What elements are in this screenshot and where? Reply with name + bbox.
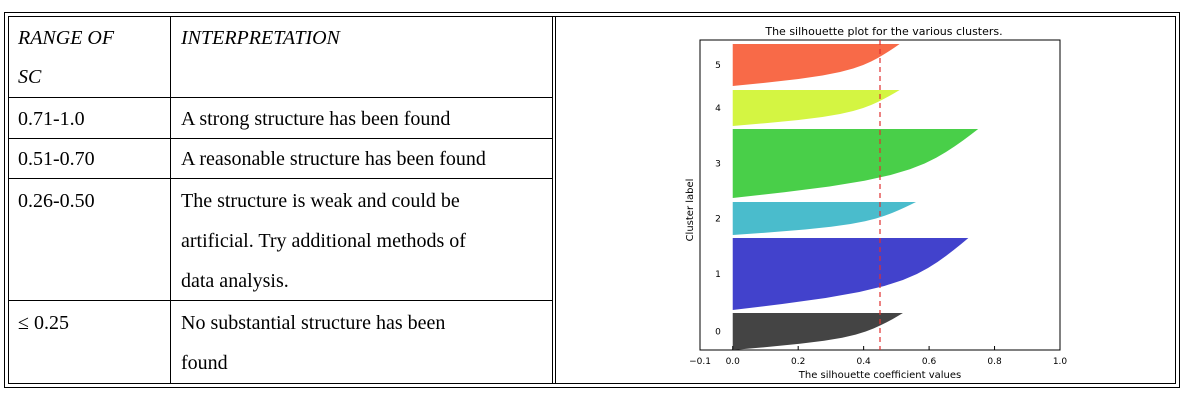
header-range-line2: SC (18, 66, 42, 88)
outer-border (4, 12, 1180, 388)
range-cell-4: ≤ 0.25 (18, 312, 69, 334)
chart-ylabel: Cluster label (685, 179, 696, 242)
x-tick-label: 1.0 (1053, 357, 1068, 367)
interpretation-cell-4-line1: No substantial structure has been (181, 312, 446, 334)
header-range-line1: RANGE OF (18, 27, 115, 49)
inner-border (8, 16, 1176, 384)
row-divider-2 (8, 138, 553, 139)
silhouette-chart: The silhouette plot for the various clus… (660, 20, 1080, 382)
row-divider-4 (8, 300, 553, 301)
table-divider-col2b (555, 16, 556, 384)
x-tick-label: 0.6 (922, 357, 937, 367)
cluster-label-0: 0 (715, 328, 721, 338)
cluster-band-5 (732, 44, 900, 86)
interpretation-cell-3-line2: artificial. Try additional methods of (181, 230, 466, 252)
interpretation-cell-2: A reasonable structure has been found (181, 148, 486, 170)
cluster-label-1: 1 (715, 270, 721, 280)
row-divider-3 (8, 178, 553, 179)
x-tick-label: 0.8 (987, 357, 1002, 367)
interpretation-cell-1: A strong structure has been found (181, 108, 451, 130)
cluster-label-2: 2 (715, 215, 721, 225)
cluster-band-3 (732, 129, 979, 198)
plot-area: 0 1 2 3 4 5 −0.1 0.0 0.2 0.4 0.6 0.8 1.0 (689, 39, 1068, 367)
silhouette-chart-svg: The silhouette plot for the various clus… (685, 25, 1068, 381)
cluster-band-2 (732, 202, 916, 235)
cluster-band-0 (732, 313, 903, 350)
table-divider-col1 (170, 16, 171, 384)
cluster-band-1 (732, 238, 969, 310)
cluster-label-4: 4 (715, 104, 721, 114)
cluster-label-3: 3 (715, 160, 721, 170)
chart-xlabel: The silhouette coefficient values (798, 370, 962, 381)
x-tick-label: 0.4 (856, 357, 871, 367)
row-divider-1 (8, 97, 553, 98)
chart-title: The silhouette plot for the various clus… (764, 25, 1002, 38)
x-tick-label: −0.1 (689, 357, 711, 367)
interpretation-cell-4-line2: found (181, 352, 228, 374)
range-cell-2: 0.51-0.70 (18, 148, 95, 170)
x-tick-label: 0.2 (791, 357, 805, 367)
x-tick-label: 0.0 (726, 357, 741, 367)
range-cell-1: 0.71-1.0 (18, 108, 85, 130)
cluster-label-5: 5 (715, 61, 721, 71)
interpretation-cell-3-line1: The structure is weak and could be (181, 190, 460, 212)
table-divider-col2 (552, 16, 553, 384)
cluster-band-4 (732, 90, 900, 126)
interpretation-cell-3-line3: data analysis. (181, 270, 289, 292)
header-interpretation: INTERPRETATION (181, 27, 340, 49)
range-cell-3: 0.26-0.50 (18, 190, 95, 212)
